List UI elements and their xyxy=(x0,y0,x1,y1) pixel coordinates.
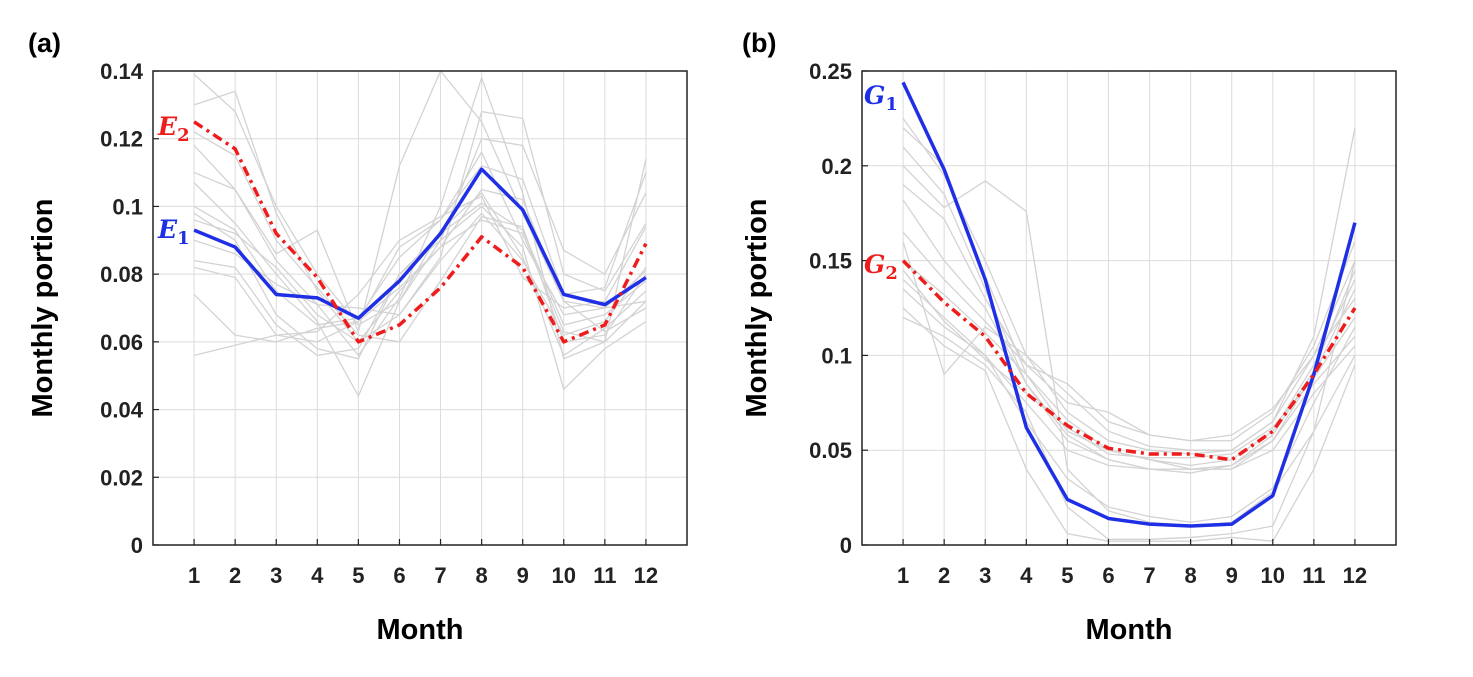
series-line-g1 xyxy=(901,81,1357,528)
y-tick-label: 0.14 xyxy=(100,59,144,84)
background-series-line xyxy=(193,195,647,357)
background-series-line xyxy=(902,118,1356,455)
x-axis-title: Month xyxy=(377,614,464,646)
background-series-line xyxy=(902,307,1356,542)
curve-label-subscript: 2 xyxy=(177,125,190,146)
background-series-line xyxy=(902,260,1356,470)
panel-label-a: (a) xyxy=(28,28,61,58)
series-line-g2 xyxy=(901,259,1357,462)
plot-frame xyxy=(861,70,1397,546)
x-tick-label: 4 xyxy=(311,563,324,588)
series-line-e1 xyxy=(193,167,647,320)
x-tick-label: 7 xyxy=(434,563,446,588)
x-tick-label: 5 xyxy=(352,563,364,588)
y-tick-label: 0.02 xyxy=(100,465,143,490)
chart-panel-b: 00.050.10.150.20.251 2 3 4 5 6 7 8 9 10 11 12MonthM… xyxy=(741,28,1397,646)
y-tick-label: 0.25 xyxy=(809,59,852,84)
x-tick-label: 10 xyxy=(552,563,576,588)
x-tick-label: 11 xyxy=(593,563,616,588)
y-tick-label: 0.1 xyxy=(112,194,143,219)
x-tick-label: 8 xyxy=(475,563,487,588)
y-tick-label: 0 xyxy=(131,533,143,558)
x-tick-label: 7 xyxy=(1143,563,1155,588)
y-tick-label: 0.08 xyxy=(100,262,143,287)
y-tick-label: 0.15 xyxy=(809,249,852,274)
background-series-line xyxy=(902,279,1356,470)
x-tick-label: 12 xyxy=(1343,563,1367,588)
background-series-line xyxy=(193,150,647,326)
y-axis-title: Monthly portion xyxy=(741,198,773,417)
background-series-line xyxy=(902,316,1356,540)
y-tick-label: 0.04 xyxy=(100,398,144,423)
y-tick-label: 0.2 xyxy=(821,154,852,179)
background-series-line xyxy=(193,69,647,334)
panel-label-b: (b) xyxy=(742,28,776,58)
curve-label-subscript: 1 xyxy=(177,228,190,249)
background-series-line xyxy=(193,165,647,343)
x-tick-label: 3 xyxy=(270,563,282,588)
curve-label-e1: E1 xyxy=(157,215,190,249)
background-series-line xyxy=(193,212,647,336)
background-series-line xyxy=(193,75,647,360)
x-tick-label: 10 xyxy=(1261,563,1285,588)
y-tick-label: 0.05 xyxy=(809,438,852,463)
background-series-line xyxy=(193,202,647,360)
background-series-line xyxy=(902,184,1356,442)
y-tick-label: 0 xyxy=(840,533,852,558)
background-series-line xyxy=(193,90,647,343)
x-axis-title: Month xyxy=(1086,614,1173,646)
x-tick-label: 3 xyxy=(979,563,991,588)
background-series-line xyxy=(902,127,1356,451)
x-tick-label: 9 xyxy=(1226,563,1238,588)
curve-label-subscript: 2 xyxy=(885,263,898,284)
y-tick-label: 0.06 xyxy=(100,330,143,355)
x-tick-label: 2 xyxy=(229,563,241,588)
x-tick-label: 5 xyxy=(1061,563,1073,588)
y-tick-label: 0.12 xyxy=(100,127,143,152)
x-tick-label: 2 xyxy=(938,563,950,588)
background-series-line xyxy=(902,127,1356,467)
x-tick-label: 6 xyxy=(393,563,405,588)
background-series-line xyxy=(193,131,647,343)
plot-frame xyxy=(152,70,688,546)
background-series-line xyxy=(902,165,1356,527)
x-tick-label: 12 xyxy=(634,563,658,588)
y-tick-label: 0.1 xyxy=(821,343,852,368)
x-tick-label: 9 xyxy=(517,563,529,588)
curve-label-g1: G1 xyxy=(864,81,898,115)
x-tick-label: 8 xyxy=(1184,563,1196,588)
series-line-e2 xyxy=(193,120,648,344)
x-tick-label: 11 xyxy=(1302,563,1325,588)
curve-label-e2: E2 xyxy=(157,112,190,146)
background-series-line xyxy=(193,73,647,326)
curve-label-subscript: 1 xyxy=(885,94,898,115)
background-series-line xyxy=(902,231,1356,442)
x-tick-label: 1 xyxy=(188,563,200,588)
curve-label-g2: G2 xyxy=(864,250,898,284)
y-axis-title: Monthly portion xyxy=(27,198,59,417)
chart-panel-a: 00.020.040.060.080.10.120.141 2 3 4 5 6 7 8 9 10 1… xyxy=(27,28,688,646)
x-tick-label: 4 xyxy=(1020,563,1033,588)
background-series-line xyxy=(193,182,647,398)
x-tick-label: 6 xyxy=(1102,563,1114,588)
x-tick-label: 1 xyxy=(897,563,909,588)
